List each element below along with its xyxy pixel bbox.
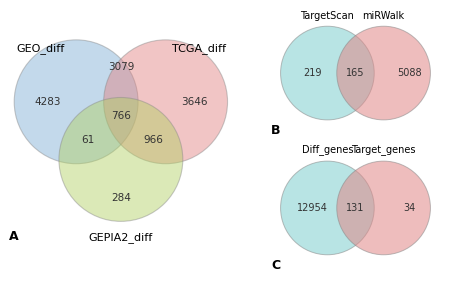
Text: GEPIA2_diff: GEPIA2_diff: [89, 233, 153, 243]
Text: miRWalk: miRWalk: [363, 11, 405, 21]
Circle shape: [281, 161, 374, 255]
Circle shape: [14, 40, 138, 164]
Text: 12954: 12954: [297, 203, 328, 213]
Circle shape: [104, 40, 228, 164]
Text: 3646: 3646: [181, 97, 207, 107]
Text: 284: 284: [111, 193, 131, 203]
Circle shape: [337, 161, 430, 255]
Text: 219: 219: [303, 68, 322, 78]
Text: 61: 61: [82, 135, 95, 145]
Text: 3079: 3079: [108, 62, 134, 72]
Text: TCGA_diff: TCGA_diff: [172, 43, 226, 54]
Text: Diff_genes: Diff_genes: [301, 145, 353, 155]
Text: 966: 966: [144, 135, 164, 145]
Text: 4283: 4283: [35, 97, 61, 107]
Text: Target_genes: Target_genes: [351, 145, 416, 155]
Text: 5088: 5088: [398, 68, 422, 78]
Text: B: B: [271, 124, 281, 137]
Text: C: C: [271, 259, 280, 272]
Circle shape: [59, 98, 183, 221]
Text: 34: 34: [404, 203, 416, 213]
Circle shape: [337, 26, 430, 120]
Text: 766: 766: [111, 111, 131, 121]
Text: A: A: [9, 230, 18, 243]
Circle shape: [281, 26, 374, 120]
Text: GEO_diff: GEO_diff: [16, 43, 64, 54]
Text: 165: 165: [346, 68, 365, 78]
Text: 131: 131: [346, 203, 365, 213]
Text: TargetScan: TargetScan: [301, 11, 355, 21]
